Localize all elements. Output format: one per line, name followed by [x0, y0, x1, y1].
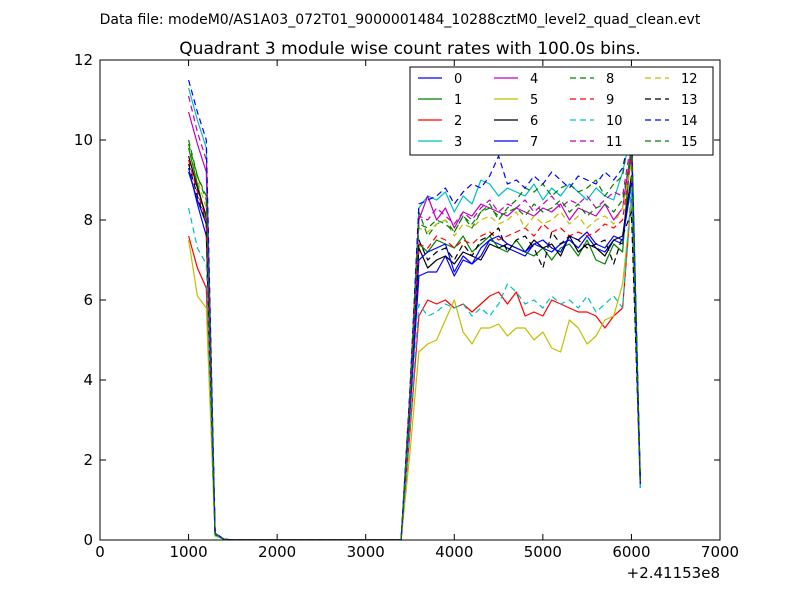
series-line-2	[188, 195, 641, 540]
legend-label-4: 4	[530, 72, 538, 87]
legend-label-12: 12	[681, 72, 698, 87]
legend-label-10: 10	[606, 114, 623, 129]
series-line-6	[188, 155, 641, 540]
legend-label-1: 1	[454, 93, 462, 108]
x-tick-label: 5000	[524, 543, 562, 561]
plot-series	[188, 79, 641, 540]
series-line-11	[188, 95, 641, 540]
series-line-8	[188, 119, 641, 540]
legend-label-15: 15	[681, 135, 698, 150]
series-line-15	[188, 143, 641, 540]
series-line-9	[188, 155, 641, 540]
y-tick-label: 0	[83, 531, 93, 549]
x-tick-label: 4000	[435, 543, 473, 561]
plot-area-frame	[99, 59, 721, 541]
x-tick-label: 3000	[347, 543, 385, 561]
x-tick-label: 7000	[701, 543, 739, 561]
x-axis-offset-label: +2.41153e8	[627, 564, 720, 582]
legend-label-7: 7	[530, 135, 538, 150]
y-tick-label: 4	[83, 371, 93, 389]
legend-box	[409, 66, 714, 156]
legend-label-0: 0	[454, 72, 462, 87]
x-tick-label: 6000	[612, 543, 650, 561]
x-tick-label: 0	[95, 543, 105, 561]
y-tick-label: 8	[83, 211, 93, 229]
y-tick-label: 6	[83, 291, 93, 309]
legend-label-8: 8	[606, 72, 614, 87]
series-line-12	[188, 143, 641, 540]
series-line-14	[188, 79, 641, 540]
legend-label-2: 2	[454, 114, 462, 129]
legend-label-3: 3	[454, 135, 462, 150]
legend-label-5: 5	[530, 93, 538, 108]
legend-label-14: 14	[681, 114, 698, 129]
figure-suptitle: Data file: modeM0/AS1A03_072T01_90000014…	[100, 12, 701, 28]
legend-label-11: 11	[606, 135, 623, 150]
x-tick-label: 2000	[258, 543, 296, 561]
chart-title: Quadrant 3 module wise count rates with …	[179, 39, 640, 59]
series-line-10	[188, 187, 641, 540]
y-tick-label: 2	[83, 451, 93, 469]
legend-label-13: 13	[681, 93, 698, 108]
y-tick-label: 10	[74, 131, 93, 149]
series-line-5	[188, 199, 641, 540]
legend-label-6: 6	[530, 114, 538, 129]
legend-label-9: 9	[606, 93, 614, 108]
y-tick-label: 12	[74, 51, 93, 69]
x-tick-label: 1000	[169, 543, 207, 561]
series-line-3	[188, 87, 641, 540]
series-line-7	[188, 171, 641, 540]
series-line-13	[188, 163, 641, 540]
